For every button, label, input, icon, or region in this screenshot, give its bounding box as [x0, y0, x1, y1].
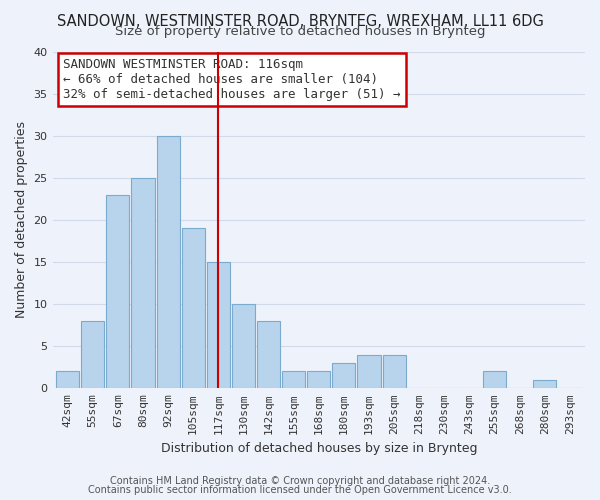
Bar [358, 354, 380, 388]
Bar [533, 380, 556, 388]
Bar [282, 372, 305, 388]
Text: SANDOWN WESTMINSTER ROAD: 116sqm
← 66% of detached houses are smaller (104)
32% : SANDOWN WESTMINSTER ROAD: 116sqm ← 66% o… [63, 58, 401, 101]
Text: SANDOWN, WESTMINSTER ROAD, BRYNTEG, WREXHAM, LL11 6DG: SANDOWN, WESTMINSTER ROAD, BRYNTEG, WREX… [56, 14, 544, 29]
Bar [257, 321, 280, 388]
Bar [131, 178, 155, 388]
Bar [106, 194, 130, 388]
Bar [56, 372, 79, 388]
Text: Size of property relative to detached houses in Brynteg: Size of property relative to detached ho… [115, 25, 485, 38]
Bar [182, 228, 205, 388]
Bar [483, 372, 506, 388]
Bar [207, 262, 230, 388]
Text: Contains HM Land Registry data © Crown copyright and database right 2024.: Contains HM Land Registry data © Crown c… [110, 476, 490, 486]
Bar [383, 354, 406, 388]
Bar [332, 363, 355, 388]
Bar [157, 136, 179, 388]
Bar [307, 372, 331, 388]
Bar [232, 304, 255, 388]
Y-axis label: Number of detached properties: Number of detached properties [15, 122, 28, 318]
X-axis label: Distribution of detached houses by size in Brynteg: Distribution of detached houses by size … [161, 442, 477, 455]
Bar [81, 321, 104, 388]
Text: Contains public sector information licensed under the Open Government Licence v3: Contains public sector information licen… [88, 485, 512, 495]
